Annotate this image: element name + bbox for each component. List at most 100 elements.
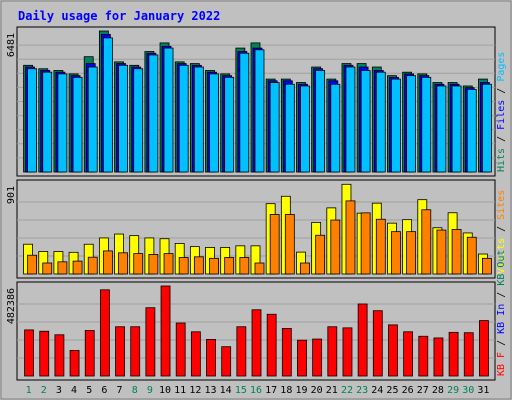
x-tick-label: 2 xyxy=(41,385,47,396)
x-tick-label: 7 xyxy=(117,385,123,396)
bar-kb-f xyxy=(160,285,171,377)
x-tick-label: 18 xyxy=(280,385,292,396)
x-tick-label: 9 xyxy=(147,385,153,396)
x-tick-label: 29 xyxy=(447,385,459,396)
x-tick-label: 12 xyxy=(189,385,201,396)
bar-sites xyxy=(178,257,189,275)
x-tick-label: 14 xyxy=(220,385,232,396)
bar-sites xyxy=(436,229,447,275)
bar-sites xyxy=(421,209,432,275)
bar-sites xyxy=(482,257,492,275)
legend: Visits / Sites xyxy=(496,190,507,274)
bar-kb-f xyxy=(418,335,429,377)
bar-kb-f xyxy=(206,339,216,377)
bar-sites xyxy=(375,218,386,275)
bar-sites xyxy=(284,214,295,275)
bar-sites xyxy=(330,219,341,275)
bar-kb-f xyxy=(69,350,80,377)
bar-sites xyxy=(451,229,462,275)
y-max-label: 6481 xyxy=(6,33,17,57)
bar-sites xyxy=(315,234,326,275)
bar-kb-f xyxy=(297,339,307,377)
legend-separator: / xyxy=(496,82,507,100)
legend-entry: Visits xyxy=(496,238,507,274)
bar-pages xyxy=(57,73,68,173)
panel-visits-sites: 901 Visits / Sites xyxy=(6,179,507,279)
legend-entry: Hits xyxy=(496,148,507,172)
legend-separator: / xyxy=(496,220,507,238)
bar-kb-f xyxy=(433,337,444,377)
bar-pages xyxy=(178,64,189,173)
legend-entry: KB F xyxy=(496,352,507,376)
legend-separator: / xyxy=(496,286,507,304)
x-tick-label: 5 xyxy=(86,385,92,396)
bar-pages xyxy=(345,66,356,173)
x-tick-label: 3 xyxy=(56,385,62,396)
bar-pages xyxy=(148,54,159,173)
bar-pages xyxy=(72,76,83,173)
bar-pages xyxy=(360,70,371,173)
bar-pages xyxy=(133,68,144,173)
x-tick-label: 27 xyxy=(417,385,429,396)
x-tick-label: 11 xyxy=(174,385,186,396)
x-tick-label: 16 xyxy=(250,385,262,396)
bar-pages xyxy=(42,71,53,173)
x-tick-label: 8 xyxy=(132,385,138,396)
legend-entry: Pages xyxy=(496,52,507,82)
bar-kb-f xyxy=(84,330,95,377)
bar-kb-f xyxy=(99,289,110,377)
legend-separator: / xyxy=(496,334,507,352)
x-tick-label: 6 xyxy=(101,385,107,396)
legend: Hits / Files / Pages xyxy=(496,52,507,172)
x-tick-label: 24 xyxy=(371,385,383,396)
bar-pages xyxy=(163,47,174,173)
bar-pages xyxy=(315,70,326,173)
x-tick-label: 17 xyxy=(265,385,277,396)
bar-sites xyxy=(269,214,280,275)
panel-hits-files-pages: 6481 Hits / Files / Pages xyxy=(6,26,507,177)
bar-kb-f xyxy=(448,331,459,377)
legend-entry: Sites xyxy=(496,190,507,220)
bar-pages xyxy=(421,76,432,173)
bar-sites xyxy=(163,253,174,275)
bar-kb-f xyxy=(24,329,34,377)
bar-pages xyxy=(375,71,386,173)
bar-sites xyxy=(102,250,113,275)
x-tick-label: 1 xyxy=(26,385,32,396)
bar-kb-f xyxy=(281,328,292,377)
bar-kb-f xyxy=(236,326,247,377)
bar-sites xyxy=(148,254,159,275)
bar-sites xyxy=(300,262,310,275)
bar-sites xyxy=(360,212,371,275)
bar-pages xyxy=(330,83,341,173)
x-tick-label: 19 xyxy=(295,385,307,396)
bar-pages xyxy=(482,83,492,173)
bar-kb-f xyxy=(342,327,353,377)
bar-sites xyxy=(133,253,144,275)
x-tick-label: 28 xyxy=(432,385,444,396)
bar-pages xyxy=(27,68,37,173)
panel-kbytes: 482386 KB F / KB In / KB Out xyxy=(6,250,507,381)
bar-sites xyxy=(42,262,53,275)
bar-kb-f xyxy=(221,346,232,377)
bar-kb-f xyxy=(54,334,65,377)
chart-panels: 6481 Hits / Files / Pages 901 Visits / Site… xyxy=(6,26,507,381)
bar-sites xyxy=(57,261,68,275)
bar-kb-f xyxy=(327,326,338,377)
bar-pages xyxy=(391,78,401,173)
y-max-label: 901 xyxy=(6,186,17,204)
x-tick-label: 10 xyxy=(159,385,171,396)
bar-sites xyxy=(391,231,401,275)
x-tick-label: 21 xyxy=(326,385,338,396)
bar-kb-f xyxy=(175,322,186,377)
chart-title: Daily usage for January 2022 xyxy=(18,9,220,23)
x-axis-labels: 1 2 3 4 5 6 7 8 9 10 11 12 13 14 15 16 17 18 19 20 21 22 23 24 2… xyxy=(26,385,490,396)
bar-kb-f xyxy=(130,326,141,377)
legend-entry: KB In xyxy=(496,304,507,334)
bar-pages xyxy=(102,37,113,173)
bar-kb-f xyxy=(388,324,398,377)
bar-pages xyxy=(284,83,295,173)
bar-kb-f xyxy=(251,309,262,377)
